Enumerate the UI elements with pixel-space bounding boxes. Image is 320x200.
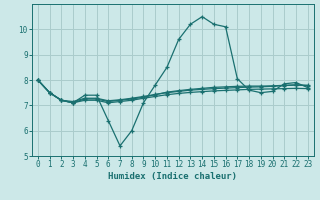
X-axis label: Humidex (Indice chaleur): Humidex (Indice chaleur) [108,172,237,181]
